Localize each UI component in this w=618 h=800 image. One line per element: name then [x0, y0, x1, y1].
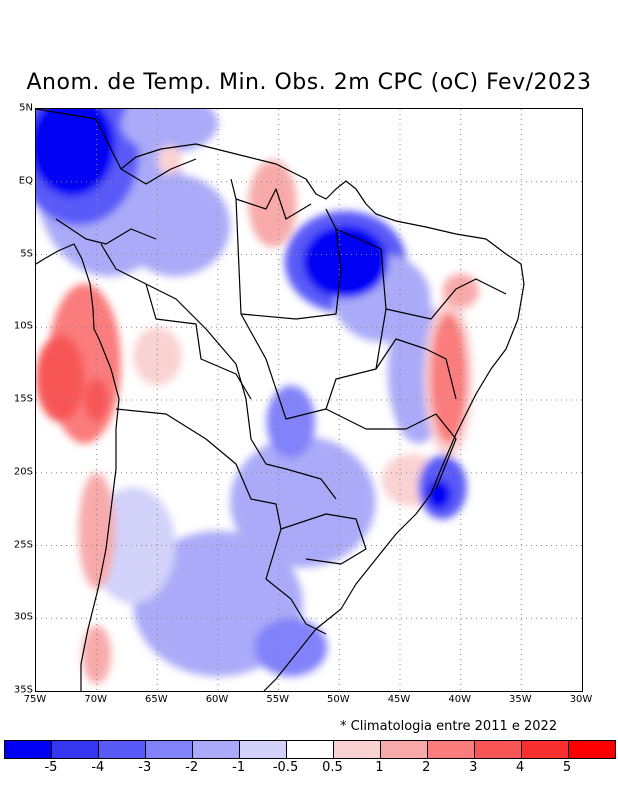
anomaly-blob: [36, 334, 85, 422]
anomaly-blob: [442, 273, 479, 309]
colorbar-label: 0.5: [322, 760, 343, 775]
border-argentina-north: [115, 408, 207, 440]
colorbar-label: 2: [422, 760, 431, 775]
border-colombia-venezuela: [120, 158, 197, 185]
map-title: Anom. de Temp. Min. Obs. 2m CPC (oC) Fev…: [26, 70, 592, 95]
anomaly-field: [36, 109, 479, 684]
anomaly-blob: [133, 327, 182, 386]
coastline-west: [36, 243, 120, 691]
colorbar-swatch: [146, 741, 193, 758]
anomaly-blob: [430, 312, 467, 444]
anomaly-blob: [78, 472, 115, 590]
colorbar-label: -2: [185, 760, 199, 775]
longitude-tick-label: 55W: [266, 694, 289, 705]
colorbar-label: 5: [562, 760, 572, 775]
coastline-caribbean: [36, 109, 122, 170]
border-guianas: [230, 178, 312, 220]
states-northeast: [335, 228, 507, 320]
states-southeast: [325, 408, 457, 490]
longitude-tick-label: 40W: [448, 694, 471, 705]
latitude-tick-label: 20S: [13, 466, 33, 478]
anomaly-blob: [36, 109, 115, 197]
colorbar-label: -5: [44, 760, 58, 775]
coastline-north: [120, 143, 525, 691]
colorbar-swatch: [334, 741, 381, 758]
latitude-tick-label: 25S: [13, 539, 33, 550]
colorbar: [4, 740, 616, 759]
graticule: [36, 109, 582, 691]
colorbar-label: 1: [375, 760, 384, 775]
longitude-tick-label: 60W: [205, 694, 229, 705]
colorbar-swatch: [475, 741, 522, 758]
colorbar-label: -4: [91, 760, 105, 775]
states-south: [280, 513, 367, 565]
colorbar-label: 3: [469, 760, 478, 775]
latitude-tick-label: 10S: [13, 320, 33, 332]
border-peru-colombia: [55, 218, 157, 245]
anomaly-blob: [302, 225, 388, 299]
colorbar-label: 4: [516, 760, 525, 775]
colorbar-swatch: [5, 741, 52, 758]
border-bolivia: [145, 283, 252, 400]
anomaly-blob: [426, 480, 451, 510]
latitude-tick-label: 5S: [20, 248, 33, 259]
colorbar-swatch: [522, 741, 569, 758]
colorbar-swatch: [240, 741, 287, 758]
colorbar-swatch: [569, 741, 615, 758]
longitude-tick-label: 70W: [84, 694, 107, 705]
colorbar-swatch: [99, 741, 146, 758]
anomaly-blob: [230, 436, 376, 568]
country-state-borders: [36, 109, 525, 691]
anomaly-blob: [266, 385, 316, 459]
anomaly-blob: [120, 109, 218, 153]
longitude-tick-label: 75W: [23, 694, 47, 705]
border-paraguay: [205, 438, 282, 580]
colorbar-label: -1: [232, 760, 246, 775]
longitude-tick-label: 65W: [145, 694, 168, 705]
latitude-tick-label: EQ: [18, 175, 33, 187]
longitude-tick-label: 30W: [569, 694, 593, 705]
anomaly-map: [35, 108, 583, 692]
colorbar-swatch: [381, 741, 428, 758]
colorbar-label: -0.5: [272, 760, 299, 775]
colorbar-swatch: [287, 741, 334, 758]
latitude-tick-label: 30S: [13, 611, 33, 623]
climatology-footnote: * Climatologia entre 2011 e 2022: [340, 719, 558, 734]
colorbar-label: -3: [138, 760, 152, 775]
anomaly-blob: [248, 159, 297, 248]
anomaly-blob: [120, 174, 231, 277]
colorbar-swatch: [428, 741, 475, 758]
longitude-tick-label: 50W: [327, 694, 350, 705]
longitude-tick-label: 45W: [387, 694, 411, 705]
states-bahia: [375, 338, 457, 400]
colorbar-swatch: [193, 741, 240, 758]
longitude-tick-label: 35W: [509, 694, 532, 705]
latitude-tick-label: 35S: [13, 684, 33, 696]
latitude-tick-label: 5N: [19, 102, 33, 114]
border-uruguay: [265, 578, 327, 635]
anomaly-blob: [254, 618, 328, 677]
colorbar-swatch: [52, 741, 99, 758]
latitude-tick-label: 15S: [13, 393, 33, 405]
